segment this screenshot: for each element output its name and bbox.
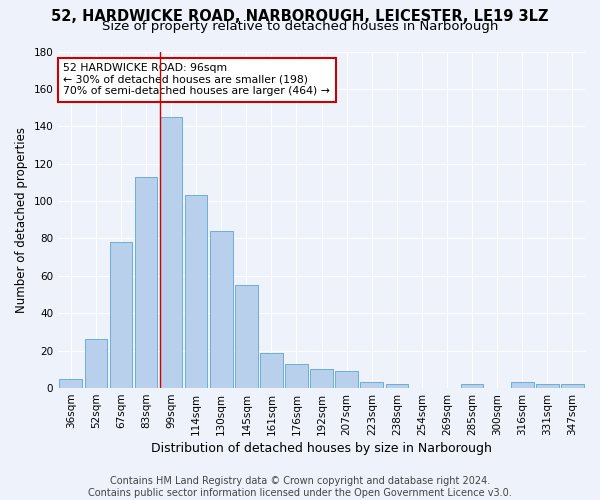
X-axis label: Distribution of detached houses by size in Narborough: Distribution of detached houses by size …	[151, 442, 492, 455]
Bar	[59, 378, 82, 388]
Bar	[386, 384, 408, 388]
Bar	[536, 384, 559, 388]
Y-axis label: Number of detached properties: Number of detached properties	[15, 127, 28, 313]
Bar	[85, 340, 107, 388]
Bar	[511, 382, 533, 388]
Bar	[285, 364, 308, 388]
Bar	[461, 384, 484, 388]
Text: Contains HM Land Registry data © Crown copyright and database right 2024.
Contai: Contains HM Land Registry data © Crown c…	[88, 476, 512, 498]
Bar	[210, 231, 233, 388]
Bar	[110, 242, 132, 388]
Bar	[310, 370, 333, 388]
Bar	[361, 382, 383, 388]
Bar	[260, 352, 283, 388]
Bar	[235, 285, 257, 388]
Bar	[561, 384, 584, 388]
Bar	[160, 117, 182, 388]
Text: 52, HARDWICKE ROAD, NARBOROUGH, LEICESTER, LE19 3LZ: 52, HARDWICKE ROAD, NARBOROUGH, LEICESTE…	[51, 9, 549, 24]
Bar	[134, 177, 157, 388]
Bar	[335, 371, 358, 388]
Text: Size of property relative to detached houses in Narborough: Size of property relative to detached ho…	[102, 20, 498, 33]
Bar	[185, 196, 208, 388]
Text: 52 HARDWICKE ROAD: 96sqm
← 30% of detached houses are smaller (198)
70% of semi-: 52 HARDWICKE ROAD: 96sqm ← 30% of detach…	[64, 64, 331, 96]
